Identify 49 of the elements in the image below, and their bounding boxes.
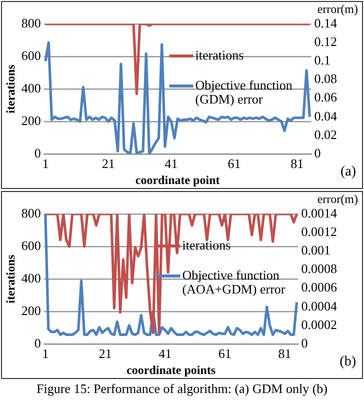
y2-tick-label: 0.0004 — [301, 298, 338, 314]
x-tick-label: 21 — [102, 156, 115, 172]
legend-label: Objective function (AOA+GDM) error — [182, 267, 286, 296]
x-tick-label: 81 — [290, 156, 304, 172]
x-axis-title: coordinate point — [135, 172, 220, 187]
y-tick-label: 600 — [21, 238, 41, 253]
legend-label: Objective function (GDM) error — [195, 77, 293, 106]
x-tick-label: 41 — [164, 156, 178, 172]
x-tick-label: 81 — [278, 346, 292, 362]
y2-tick-label: 0.1 — [314, 52, 330, 68]
x-tick-label: 1 — [42, 156, 49, 172]
legend-label: iterations — [182, 237, 231, 252]
legend-label: iterations — [195, 47, 244, 62]
y2-axis-title: error(m) — [317, 2, 358, 16]
y-tick-label: 400 — [21, 270, 41, 286]
y2-axis-title: error(m) — [317, 192, 358, 206]
x-tick-label: 61 — [228, 156, 241, 172]
y2-tick-label: 0.12 — [314, 34, 337, 49]
y-tick-label: 200 — [21, 302, 41, 318]
text: (b) — [340, 354, 356, 370]
y2-tick-label: 0.08 — [314, 71, 337, 86]
y2-tick-label: 0.14 — [314, 15, 338, 30]
y-tick-label: 400 — [21, 80, 41, 96]
y2-tick-label: 0.0006 — [301, 280, 338, 295]
x-tick-label: 21 — [98, 346, 112, 362]
y2-tick-label: 0.0002 — [301, 316, 337, 332]
y-tick-label: 800 — [21, 205, 41, 220]
x-axis-title: coordinate points — [126, 362, 216, 377]
y2-tick-label: 0 — [314, 145, 321, 160]
x-tick-label: 41 — [158, 346, 172, 362]
y2-tick-label: 0.06 — [314, 90, 338, 105]
y2-tick-label: 0.0012 — [301, 224, 337, 239]
y2-tick-label: 0.02 — [314, 126, 337, 142]
y-axis-title: iterations — [3, 64, 18, 114]
y2-tick-label: 0.0008 — [301, 261, 337, 276]
y2-tick-label: 0.001 — [301, 242, 330, 258]
x-tick-label: 61 — [218, 346, 232, 362]
y2-tick-label: 0.04 — [314, 108, 338, 124]
y-tick-label: 600 — [21, 48, 41, 63]
text: (a) — [340, 164, 356, 180]
y2-tick-label: 0.0014 — [301, 205, 338, 220]
y2-tick-label: 0 — [301, 335, 308, 350]
y-axis-title: iterations — [3, 254, 18, 304]
caption: Figure 15: Performance of algorithm: (a) GDM only (b) — [36, 381, 328, 397]
y-tick-label: 0 — [34, 335, 41, 350]
y-tick-label: 200 — [21, 112, 41, 128]
y-tick-label: 800 — [21, 15, 41, 30]
x-tick-label: 1 — [42, 346, 49, 362]
y-tick-label: 0 — [34, 145, 41, 160]
